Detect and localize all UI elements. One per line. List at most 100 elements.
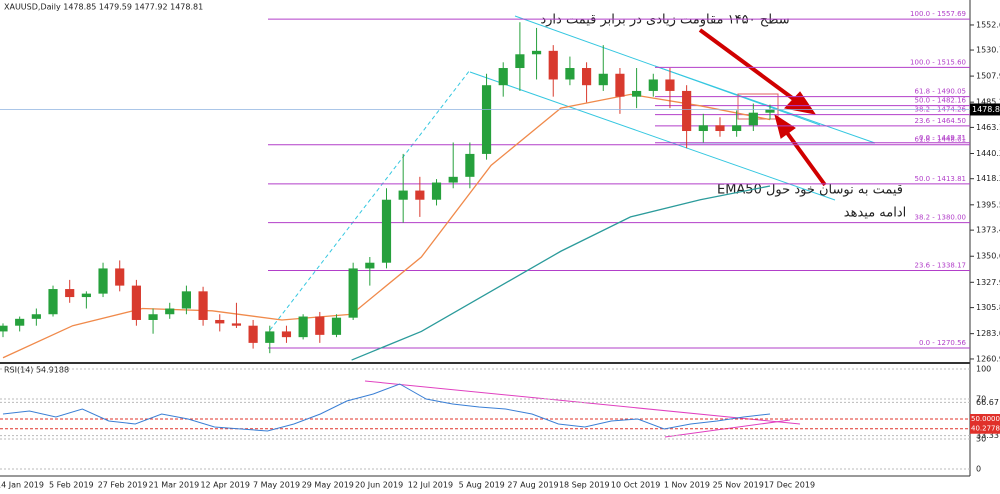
- candle-body: [348, 268, 358, 318]
- y-tick-label: 1395.55: [976, 200, 1000, 209]
- fib-label: 38.2 - 1380.00: [914, 214, 966, 222]
- candle-body: [81, 293, 91, 298]
- candle-body: [381, 199, 392, 263]
- candle: [648, 73, 658, 97]
- candle-body: [431, 182, 442, 200]
- candle-body: [131, 285, 141, 320]
- candle: [698, 113, 708, 143]
- x-tick-label: 12 Apr 2019: [200, 481, 249, 490]
- candle: [15, 316, 25, 332]
- ema-line: [351, 185, 771, 361]
- candle: [165, 302, 175, 319]
- candle-body: [0, 325, 8, 332]
- candle: [115, 260, 125, 292]
- y-tick-label: 1327.90: [976, 278, 1000, 287]
- x-tick-label: 21 Mar 2019: [149, 481, 200, 490]
- candle-body: [531, 50, 542, 55]
- candle: [431, 179, 442, 206]
- candle-body: [398, 190, 408, 200]
- candle: [598, 45, 608, 91]
- candle-body: [715, 125, 725, 132]
- candle-body: [65, 289, 75, 298]
- x-tick-label: 5 Feb 2019: [49, 481, 94, 490]
- candle-body: [231, 323, 242, 326]
- candle: [65, 279, 75, 303]
- candle-body: [698, 125, 708, 132]
- rsi-tick-label: 66.67: [976, 398, 999, 407]
- fib-label: 100.0 - 1557.69: [910, 10, 966, 18]
- rsi-title: RSI(14) 54.9188: [4, 366, 69, 375]
- candle: [315, 311, 325, 343]
- candle: [348, 262, 358, 320]
- candle-body: [215, 319, 225, 324]
- candle: [732, 110, 742, 137]
- rsi-tick-label: 0: [976, 465, 981, 474]
- candle: [381, 188, 392, 269]
- fib-label: 0.0 - 1449.71: [919, 134, 966, 142]
- candle-body: [748, 112, 758, 126]
- candle-body: [682, 90, 692, 132]
- candle: [281, 325, 292, 343]
- y-tick-label: 1552.60: [976, 20, 1000, 29]
- fib-label: 23.6 - 1464.50: [914, 117, 966, 125]
- candle: [181, 285, 191, 315]
- x-tick-label: 7 May 2019: [253, 481, 300, 490]
- fib-label: 100.0 - 1515.60: [910, 58, 966, 66]
- rsi-level-tag: [970, 423, 1000, 434]
- x-tick-label: 1 Nov 2019: [664, 481, 710, 490]
- x-tick-label: 27 Aug 2019: [507, 481, 558, 490]
- candle: [548, 45, 558, 97]
- candle-body: [181, 291, 191, 309]
- y-tick-label: 1350.65: [976, 252, 1000, 261]
- candle-body: [415, 190, 425, 200]
- candle-body: [765, 109, 775, 113]
- rsi-tick-label: 100: [976, 365, 991, 374]
- fib-label: 0.0 - 1270.56: [919, 339, 967, 347]
- annotation: سطح ۱۴۵۰ مقاومت زیادی در برابر قیمت دارد: [540, 13, 789, 28]
- rsi-tick-label: 33.33: [976, 431, 999, 440]
- fib-label: 23.6 - 1338.17: [914, 262, 966, 270]
- last-price-tag: [970, 103, 1000, 116]
- y-tick-label: 1260.95: [976, 354, 1000, 363]
- candle: [748, 103, 758, 132]
- candle-body: [48, 289, 58, 315]
- y-tick-label: 1373.45: [976, 226, 1000, 235]
- candle-body: [481, 85, 492, 154]
- candle: [131, 279, 141, 326]
- rsi-level-label: 50.0000: [971, 415, 1000, 423]
- candle: [515, 22, 525, 91]
- fib-label: 61.8 - 1448.01: [914, 136, 966, 144]
- candle-body: [615, 73, 625, 97]
- rsi-tick-label: 70: [976, 395, 986, 404]
- y-tick-label: 1305.80: [976, 303, 1000, 312]
- candle: [498, 62, 508, 97]
- candle-body: [98, 268, 108, 294]
- candle: [765, 104, 775, 120]
- candle-body: [298, 316, 308, 338]
- y-tick-label: 1507.95: [976, 72, 1000, 81]
- candle-body: [148, 314, 158, 320]
- rsi-line: [2, 383, 771, 432]
- x-tick-label: 29 May 2019: [302, 481, 354, 490]
- candle-body: [598, 73, 608, 86]
- candle-body: [465, 153, 475, 177]
- candle: [415, 176, 425, 217]
- candle: [682, 85, 692, 149]
- candle-body: [732, 125, 742, 132]
- candle-body: [265, 331, 275, 343]
- rsi-level-tag: [970, 414, 1000, 424]
- x-tick-label: 10 Oct 2019: [611, 481, 660, 490]
- candle-body: [565, 68, 575, 80]
- candle: [31, 308, 41, 326]
- candle: [715, 117, 725, 137]
- candle: [81, 291, 91, 309]
- x-tick-label: 14 Jan 2019: [0, 481, 44, 490]
- candle: [398, 153, 408, 223]
- candle: [481, 73, 492, 160]
- x-tick-label: 27 Feb 2019: [98, 481, 148, 490]
- ema-line: [2, 93, 771, 359]
- candle-body: [665, 79, 675, 91]
- candle: [48, 285, 58, 317]
- y-tick-label: 1283.05: [976, 329, 1000, 338]
- trend-line: [269, 69, 471, 331]
